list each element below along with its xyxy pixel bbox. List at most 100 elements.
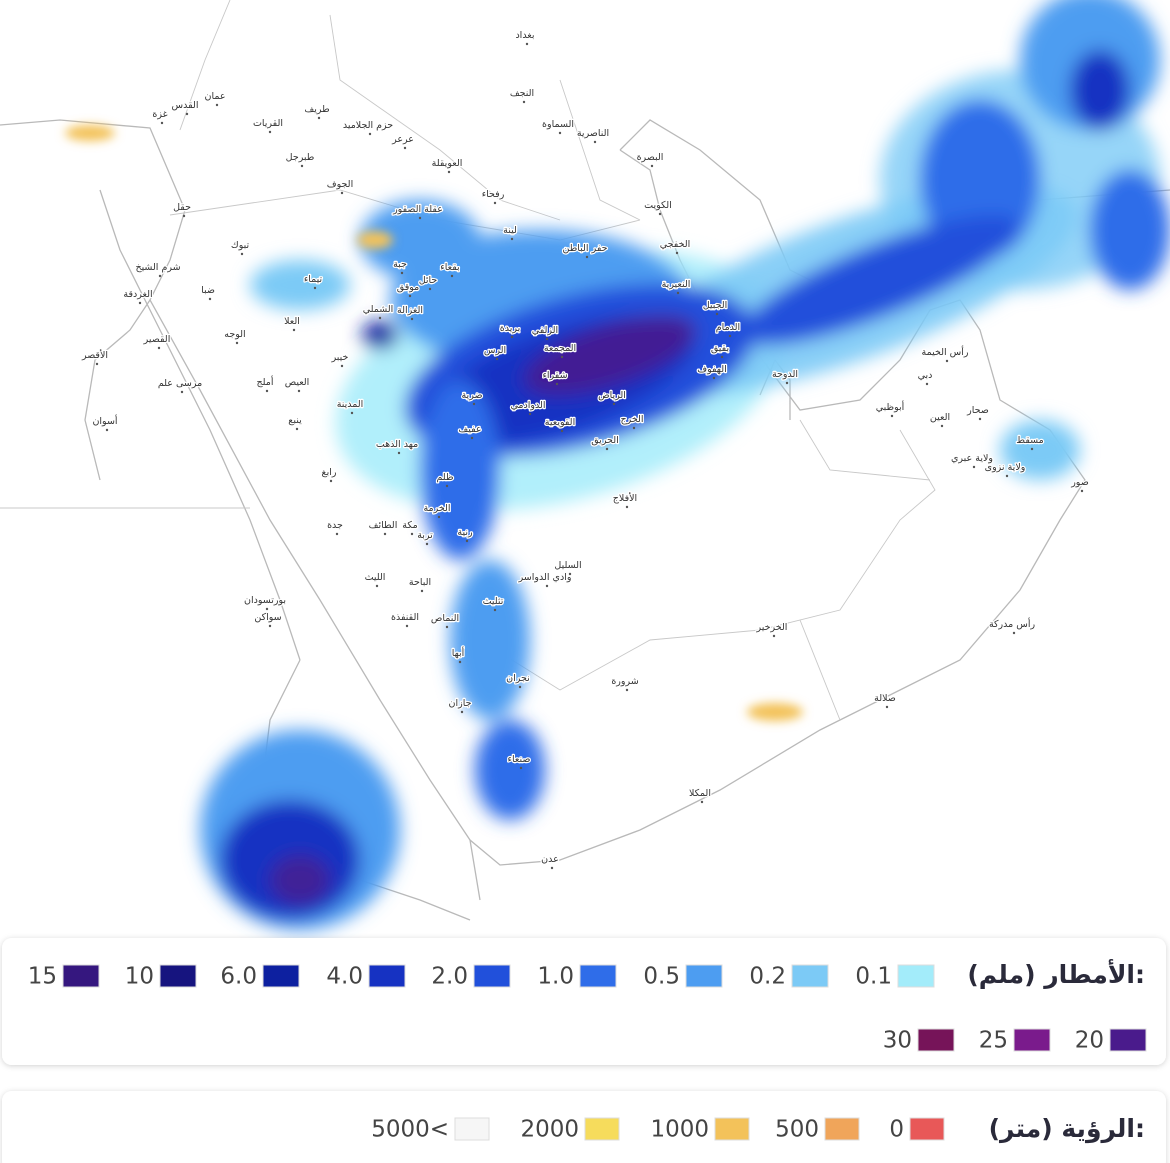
city-label: بقيق (711, 343, 729, 354)
city-dot (350, 411, 354, 415)
legend-swatch (824, 1117, 860, 1141)
city-label: البصرة (637, 152, 664, 163)
legend-swatch (584, 1117, 620, 1141)
city-dot (712, 376, 716, 380)
city-dot (625, 688, 629, 692)
city-label: طريف (304, 104, 329, 115)
city-label: عفيف (458, 424, 481, 435)
borders (0, 0, 936, 721)
city-label: الزلفي (532, 325, 558, 336)
city-label: عمان (204, 91, 225, 102)
city-dot (568, 572, 572, 576)
legend-swatch (368, 964, 406, 988)
city-dot (555, 382, 559, 386)
city-dot (428, 287, 432, 291)
city-dot (297, 389, 301, 393)
city-label: ظلم (436, 472, 453, 483)
legend-swatch (579, 964, 617, 988)
city-dot (397, 451, 401, 455)
city-label: الدوادمي (511, 400, 546, 411)
city-dot (329, 479, 333, 483)
city-dot (593, 140, 597, 144)
city-label: القويعية (545, 417, 575, 428)
city-label: القريات (253, 118, 283, 129)
city-dot (1005, 474, 1009, 478)
city-dot (268, 130, 272, 134)
city-dot (720, 355, 724, 359)
legend-swatch (917, 1028, 955, 1052)
city-dot (465, 539, 469, 543)
city-label: مهد الذهب (376, 439, 418, 450)
city-label: دبي (918, 370, 933, 381)
city-dot (978, 417, 982, 421)
city-label: المدينة (337, 399, 364, 410)
city-dot (160, 121, 164, 125)
city-label: أبوظبي (876, 400, 905, 413)
city-dot (510, 237, 514, 241)
city-label: الدمام (716, 322, 740, 333)
legend-swatch (1109, 1028, 1147, 1052)
city-dot (495, 357, 499, 361)
city-dot (940, 424, 944, 428)
rain-legend: الأمطار (ملم): 0.1 0.2 0.5 1.0 2.0 4.0 6.0 10 15… (2, 938, 1166, 1065)
city-dot (772, 634, 776, 638)
city-dot (558, 131, 562, 135)
city-label: رأس الخيمة (922, 345, 969, 358)
city-dot (625, 505, 629, 509)
city-dot (510, 335, 514, 339)
city-dot (313, 286, 317, 290)
city-label: حفر الباطن (562, 243, 607, 254)
city-label: النعيرية (662, 279, 691, 290)
city-label: النماص (431, 613, 459, 624)
city-dot (518, 685, 522, 689)
city-label: أبها (452, 646, 465, 659)
city-label: شقراء (542, 370, 567, 381)
legend-swatch (909, 1117, 945, 1141)
legend-swatch (897, 964, 935, 988)
city-dot (522, 100, 526, 104)
city-label: جبة (393, 259, 407, 270)
city-dot (180, 390, 184, 394)
city-dot (158, 274, 162, 278)
city-label: بورتسودان (244, 595, 286, 606)
city-label: الناصرية (577, 128, 609, 139)
city-dot (1012, 631, 1016, 635)
legend-label: 500 (775, 1117, 819, 1143)
city-label: صور (1070, 477, 1089, 488)
city-dot (585, 255, 589, 259)
city-label: العين (930, 412, 950, 423)
legend-label: 4.0 (326, 964, 363, 990)
city-dot (450, 274, 454, 278)
city-dot (1030, 447, 1034, 451)
city-label: السليل (554, 560, 581, 571)
city-dot (472, 402, 476, 406)
city-label: عدن (541, 854, 559, 865)
legend-label: 1000 (650, 1117, 709, 1143)
city-dot (715, 312, 719, 316)
city-label: جدة (327, 520, 343, 531)
city-dot (425, 542, 429, 546)
legend-label: 2.0 (431, 964, 468, 990)
city-dot (185, 112, 189, 116)
city-label: الرياض (598, 390, 626, 401)
city-dot (972, 465, 976, 469)
city-label: بغداد (515, 30, 534, 41)
city-label: ينبع (288, 415, 302, 426)
legend-label: 5000< (371, 1117, 449, 1143)
city-dot (925, 382, 929, 386)
city-label: طبرجل (286, 152, 315, 163)
city-dot (545, 584, 549, 588)
city-label: أسوان (92, 414, 117, 427)
city-dot (375, 584, 379, 588)
city-dot (300, 164, 304, 168)
city-label: صحار (966, 405, 989, 416)
city-label: الجوف (327, 179, 353, 190)
legend-swatch (1013, 1028, 1051, 1052)
city-label: تربة (417, 530, 433, 541)
city-dot (1080, 489, 1084, 493)
city-label: تيماء (304, 274, 323, 285)
city-dot (519, 766, 523, 770)
